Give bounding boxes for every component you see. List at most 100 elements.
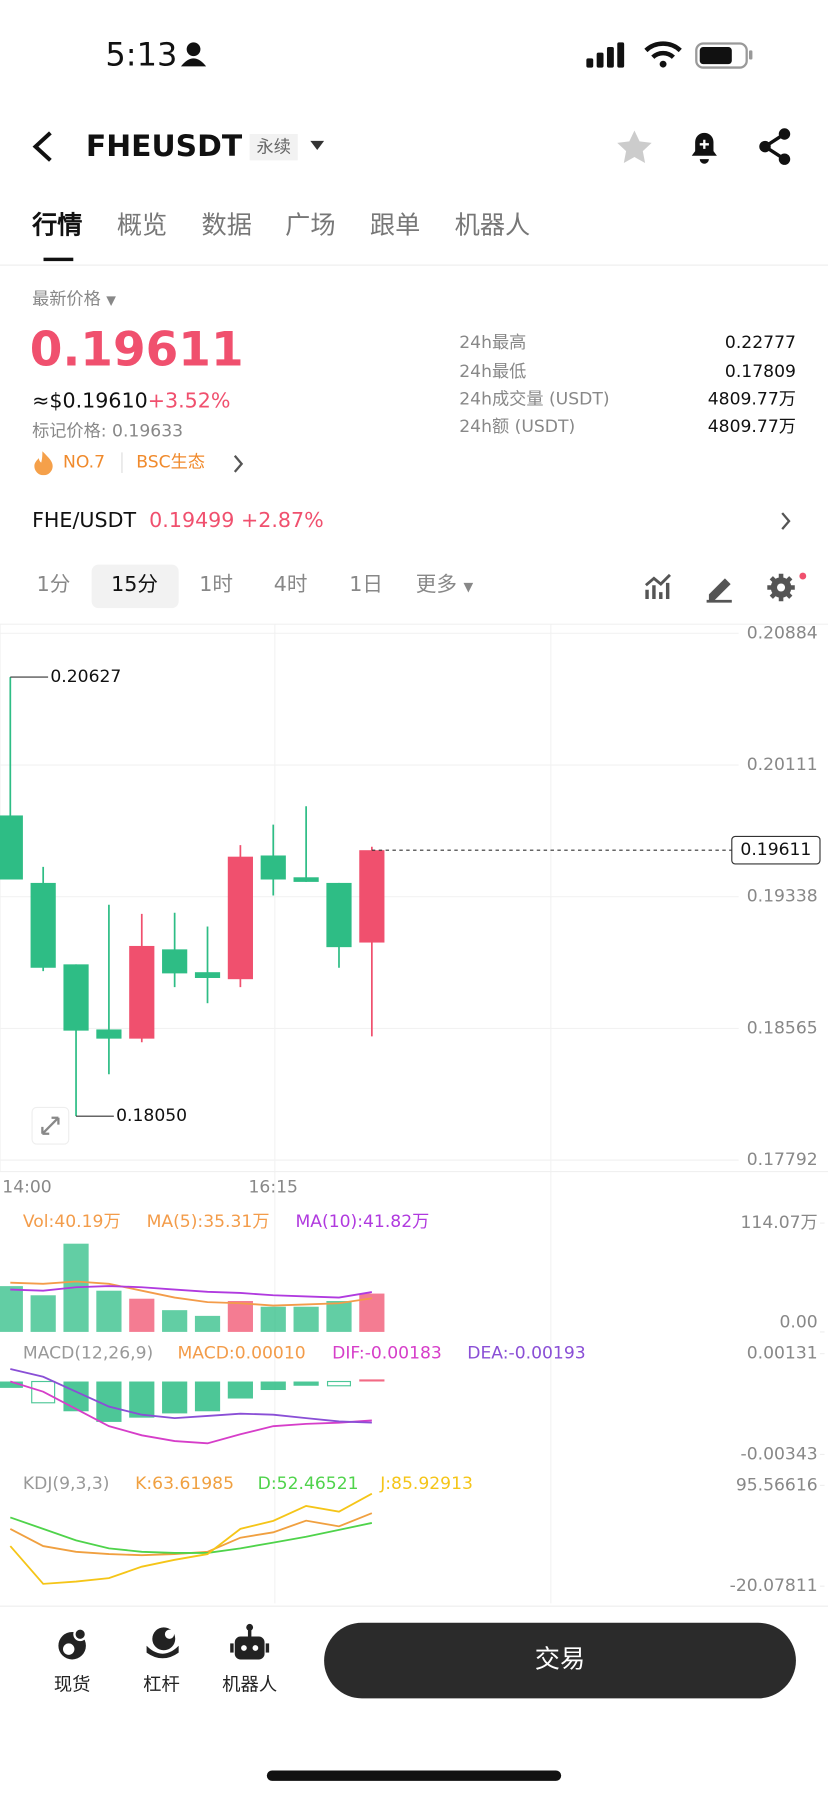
nav-item[interactable]: 杠杆 — [143, 1673, 180, 1695]
home-indicator — [266, 1770, 562, 1781]
back-button[interactable] — [32, 131, 52, 162]
indicator-legend: D:52.46521 — [258, 1474, 359, 1494]
kline-chart[interactable]: 0.17792 0.18565 0.19338 0.20111 0.20884 14:00… — [0, 618, 828, 1605]
candle-body — [63, 964, 89, 1031]
volume-bar — [227, 1301, 253, 1332]
macd-bar — [359, 1379, 385, 1382]
candle-body — [359, 850, 385, 943]
interval[interactable]: 1分 — [36, 572, 71, 597]
volume-bar — [96, 1290, 122, 1332]
last-price-box — [731, 835, 821, 865]
interval[interactable]: 1日 — [349, 572, 384, 597]
interval[interactable]: 4时 — [273, 572, 308, 597]
favorite-button[interactable] — [617, 130, 652, 163]
interval-more: 更多 — [415, 572, 457, 597]
indicator-line — [10, 1516, 373, 1554]
nav-item[interactable]: 机器人 — [222, 1673, 278, 1695]
macd-bar — [293, 1381, 319, 1386]
stat-value: 0.17809 — [724, 360, 796, 382]
macd-bar — [260, 1381, 286, 1391]
usd-price: ≈$0.19610 — [32, 389, 148, 414]
indicator-line — [10, 1285, 373, 1299]
indicator-legend: DEA:-0.00193 — [467, 1344, 585, 1364]
interval[interactable]: 1时 — [199, 572, 234, 597]
tab[interactable]: 行情 — [32, 211, 83, 241]
tab-underline — [43, 257, 74, 262]
y-tick-label: -0.00343 — [741, 1444, 818, 1464]
stat-label: 24h额 (USDT) — [459, 415, 576, 437]
expand-button[interactable] — [31, 1106, 70, 1145]
indicator-line — [9, 1492, 373, 1585]
candle-body — [260, 855, 286, 880]
usd-line: ≈$0.19610+3.52% — [32, 389, 231, 414]
x-tick-label: 14:00 — [2, 1178, 51, 1198]
margin-icon[interactable] — [146, 1627, 179, 1659]
macd-bar — [129, 1381, 155, 1418]
stat-label: 24h成交量 (USDT) — [459, 388, 610, 409]
chart-tools — [644, 572, 807, 603]
price-change: +3.52% — [147, 389, 231, 414]
macd-bar — [326, 1380, 352, 1387]
spot-icon[interactable] — [58, 1627, 88, 1660]
volume-bar — [194, 1315, 221, 1332]
y-tick-label: 0.00 — [779, 1313, 817, 1333]
symbol-dropdown[interactable] — [310, 140, 325, 151]
y-tick-label: 0.19338 — [747, 887, 818, 907]
draw-button[interactable] — [706, 578, 732, 603]
interval[interactable]: 15分 — [111, 572, 158, 597]
nav-item[interactable]: 现货 — [53, 1673, 91, 1695]
trade-button[interactable]: 交易 — [324, 1622, 796, 1699]
settings-button[interactable] — [767, 573, 795, 602]
volume-bar — [293, 1306, 319, 1332]
indicator-legend: K:63.61985 — [135, 1474, 234, 1494]
candle-body — [162, 949, 188, 974]
candle-body — [293, 877, 319, 882]
tab[interactable]: 跟单 — [369, 211, 421, 241]
flame-icon — [34, 451, 53, 476]
stat-value: 4809.77万 — [707, 388, 796, 409]
annotation-label: 0.20627 — [50, 667, 121, 687]
volume-bar — [0, 1286, 23, 1332]
symbol[interactable]: FHEUSDT — [85, 129, 243, 164]
tab[interactable]: 广场 — [285, 211, 336, 241]
y-tick-label: 0.20111 — [747, 755, 818, 775]
spot-change: +2.87% — [240, 508, 324, 533]
last-price: 0.19611 — [29, 321, 244, 377]
macd-bar — [31, 1380, 56, 1404]
share-button[interactable] — [759, 128, 791, 165]
last-price-label: 0.19611 — [740, 840, 811, 860]
indicator-line — [10, 1380, 372, 1445]
y-tick-label: 95.56616 — [736, 1475, 818, 1495]
candle-body — [30, 882, 56, 968]
volume-bar — [30, 1295, 56, 1332]
interval[interactable]: 更多 ▼ — [415, 572, 474, 597]
sector[interactable]: BSC生态 — [136, 451, 206, 472]
indicator-title: MACD(12,26,9) — [23, 1344, 153, 1364]
indicator-legend: DIF:-0.00183 — [332, 1344, 442, 1364]
status-icons — [180, 41, 753, 69]
spot-pair: FHE/USDT — [32, 508, 137, 533]
price-label[interactable]: 最新价格 ▼ — [32, 288, 116, 310]
bot-icon[interactable] — [230, 1623, 270, 1660]
tab[interactable]: 数据 — [201, 211, 252, 241]
x-tick-label: 16:15 — [249, 1178, 298, 1198]
tab[interactable]: 机器人 — [454, 211, 531, 241]
macd-bar — [162, 1381, 188, 1414]
stat-label: 24h最低 — [459, 360, 527, 382]
volume-bar — [326, 1301, 352, 1332]
annotation-label: 0.18050 — [116, 1106, 187, 1126]
rank[interactable]: NO.7 — [62, 451, 106, 472]
candle-body — [326, 882, 352, 948]
spot-price: 0.19499 — [149, 508, 235, 533]
candle-body — [129, 945, 155, 1039]
mark-price: 标记价格: 0.19633 — [32, 420, 184, 441]
tab[interactable]: 概览 — [116, 211, 168, 241]
candle-body — [227, 856, 253, 980]
volume-bar — [260, 1306, 286, 1332]
divider — [0, 1605, 828, 1607]
spot-row[interactable]: FHE/USDT 0.19499 +2.87% — [32, 508, 324, 533]
stat-value: 4809.77万 — [707, 415, 796, 437]
indicator-button[interactable] — [644, 573, 671, 599]
